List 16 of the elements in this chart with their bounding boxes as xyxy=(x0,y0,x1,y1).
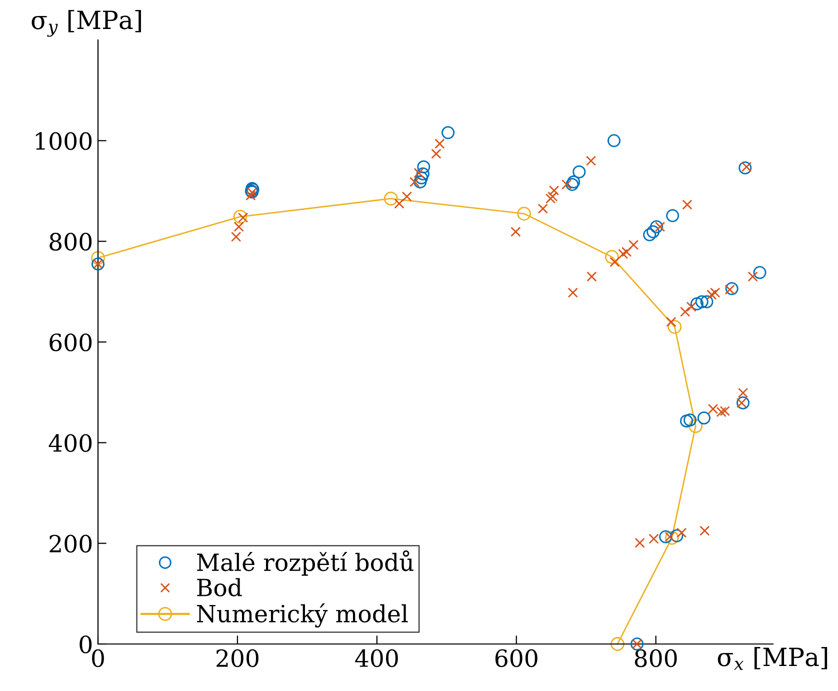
legend-label: Bod xyxy=(197,578,242,596)
y-tick-label: 0 xyxy=(80,635,92,654)
x-tick-label: 200 xyxy=(216,649,258,668)
x-tick-label: 800 xyxy=(634,649,677,668)
y-axis-title: σ$_{y}$ [MPa] xyxy=(32,10,141,37)
y-tick-label: 200 xyxy=(50,534,92,553)
legend-label: Malé rozpětí bodů xyxy=(197,550,414,576)
y-tick-label: 800 xyxy=(50,232,92,251)
y-tick-label: 1000 xyxy=(36,132,92,150)
y-tick-label: 600 xyxy=(50,333,92,352)
y-tick-label: 400 xyxy=(48,434,92,452)
x-tick-label: 0 xyxy=(92,649,104,668)
x-tick-label: 400 xyxy=(355,649,398,668)
legend-label: Numerický model xyxy=(196,603,408,628)
x-tick-label: 600 xyxy=(495,649,538,668)
x-axis-title: σ$_{x}$ [MPa] xyxy=(718,647,828,670)
